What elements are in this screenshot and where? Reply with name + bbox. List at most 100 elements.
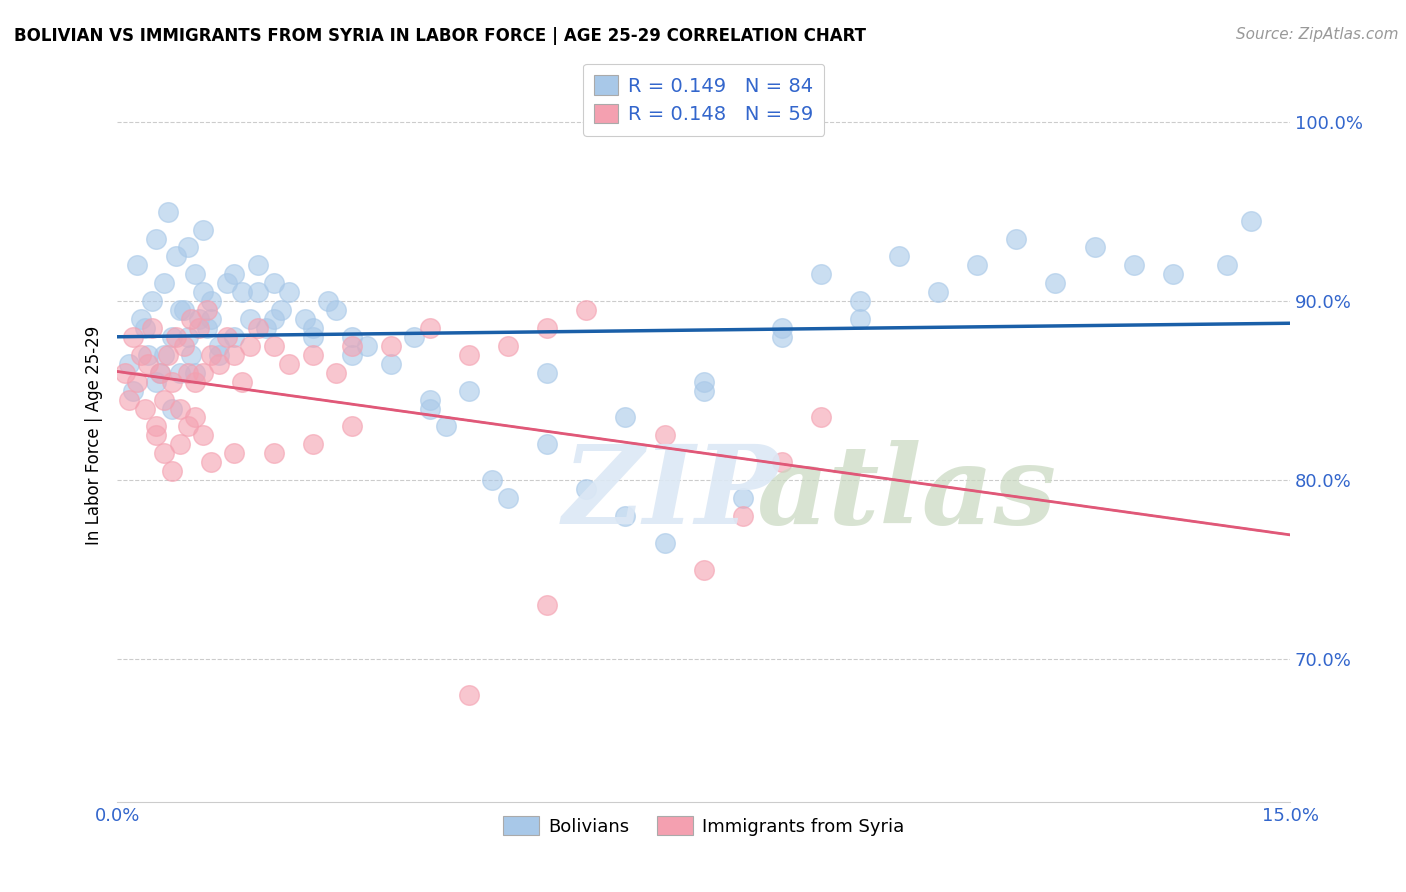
Point [575,482,598,496]
Point [380,339,402,353]
Point [184,375,207,389]
Point [188,312,211,326]
Point [270,303,292,318]
Point [770,330,793,344]
Point [1122,259,1144,273]
Point [1083,240,1105,254]
Point [125,259,148,273]
Point [301,330,323,344]
Point [481,473,503,487]
Point [176,240,198,254]
Point [316,294,339,309]
Point [208,348,231,362]
Point [810,410,832,425]
Point [224,268,246,282]
Point [184,366,207,380]
Point [231,285,253,300]
Point [173,303,195,318]
Point [156,348,179,362]
Point [153,446,176,460]
Point [810,268,832,282]
Point [966,259,988,273]
Point [176,419,198,434]
Point [114,366,136,380]
Point [153,392,176,407]
Point [1216,259,1239,273]
Point [887,249,910,263]
Point [149,366,172,380]
Point [731,508,754,523]
Point [149,366,172,380]
Point [301,321,323,335]
Point [180,348,202,362]
Point [121,384,143,398]
Point [239,339,262,353]
Point [496,491,519,505]
Point [145,375,167,389]
Point [404,330,426,344]
Point [246,321,269,335]
Point [145,428,167,442]
Point [129,348,152,362]
Point [160,330,183,344]
Point [325,303,347,318]
Point [176,330,198,344]
Point [193,428,215,442]
Point [134,401,156,416]
Point [692,375,714,389]
Point [200,312,222,326]
Legend: Bolivians, Immigrants from Syria: Bolivians, Immigrants from Syria [494,807,912,845]
Point [169,303,191,318]
Point [138,357,160,371]
Point [325,366,347,380]
Point [356,339,378,353]
Point [215,277,238,291]
Point [419,321,441,335]
Point [263,339,285,353]
Point [246,259,269,273]
Text: Source: ZipAtlas.com: Source: ZipAtlas.com [1236,27,1399,42]
Point [138,348,160,362]
Point [224,330,246,344]
Point [224,348,246,362]
Point [301,348,323,362]
Point [125,375,148,389]
Text: atlas: atlas [756,441,1057,548]
Point [200,455,222,469]
Point [614,508,637,523]
Point [731,491,754,505]
Y-axis label: In Labor Force | Age 25-29: In Labor Force | Age 25-29 [86,326,103,545]
Point [458,348,481,362]
Point [458,688,481,702]
Point [208,357,231,371]
Point [169,401,191,416]
Point [188,321,211,335]
Point [692,384,714,398]
Point [496,339,519,353]
Point [215,330,238,344]
Point [278,357,301,371]
Point [536,437,558,451]
Point [118,357,141,371]
Point [208,339,231,353]
Point [160,464,183,478]
Text: BOLIVIAN VS IMMIGRANTS FROM SYRIA IN LABOR FORCE | AGE 25-29 CORRELATION CHART: BOLIVIAN VS IMMIGRANTS FROM SYRIA IN LAB… [14,27,866,45]
Point [536,599,558,613]
Point [200,348,222,362]
Point [263,312,285,326]
Point [193,222,215,236]
Point [575,303,598,318]
Text: ZIP: ZIP [562,441,779,548]
Point [134,321,156,335]
Point [340,419,363,434]
Point [141,321,163,335]
Point [340,339,363,353]
Point [176,366,198,380]
Point [536,321,558,335]
Point [160,401,183,416]
Point [614,410,637,425]
Point [153,348,176,362]
Point [1161,268,1184,282]
Point [770,321,793,335]
Point [195,303,218,318]
